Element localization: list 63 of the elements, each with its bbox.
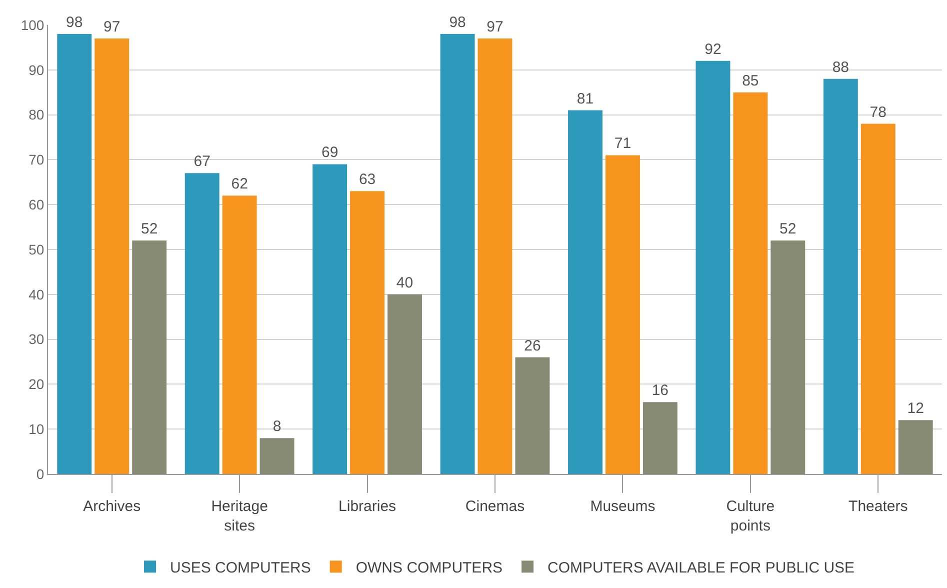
data-label: 97 [486, 18, 504, 36]
data-label: 26 [524, 337, 541, 354]
legend-label: USES COMPUTERS [170, 559, 311, 576]
x-tick-label: Cinemas [465, 498, 525, 515]
x-tick-label: Theaters [848, 498, 908, 515]
data-label: 69 [321, 144, 338, 162]
y-tick-label: 10 [28, 421, 44, 437]
data-label: 12 [907, 400, 924, 418]
x-tick-label: Archives [83, 498, 141, 515]
bar [770, 240, 806, 474]
y-tick-label: 80 [28, 106, 44, 123]
bar [350, 191, 385, 474]
y-tick-label: 20 [28, 376, 44, 392]
bar [132, 240, 167, 474]
y-tick-label: 100 [20, 16, 44, 33]
bar [733, 92, 768, 474]
legend-label: COMPUTERS AVAILABLE FOR PUBLIC USE [548, 559, 855, 576]
bar [515, 357, 550, 474]
data-label: 63 [358, 171, 376, 188]
data-label: 88 [832, 58, 850, 76]
bar [696, 60, 730, 474]
bar [260, 438, 294, 474]
bar [388, 294, 422, 474]
data-label: 98 [449, 14, 466, 31]
bar [898, 420, 933, 474]
bar [605, 155, 640, 474]
data-label: 98 [66, 14, 83, 31]
y-tick-label: 40 [28, 286, 44, 302]
data-label: 92 [704, 40, 722, 58]
data-label: 81 [576, 90, 594, 108]
legend-label: OWNS COMPUTERS [356, 559, 503, 576]
data-label: 67 [194, 153, 210, 170]
bar [184, 173, 220, 474]
y-tick-label: 30 [28, 331, 44, 348]
bar [57, 34, 92, 474]
data-label: 8 [272, 418, 282, 436]
bar [312, 164, 348, 474]
data-label: 52 [140, 220, 158, 238]
data-label: 62 [231, 176, 248, 193]
bar [478, 38, 512, 474]
data-label: 71 [614, 135, 632, 152]
bar [823, 78, 858, 474]
data-label: 40 [396, 274, 414, 292]
y-tick-label: 90 [28, 62, 44, 78]
data-label: 78 [870, 104, 886, 121]
bar [222, 196, 257, 474]
data-label: 16 [652, 382, 669, 400]
x-tick-label: Libraries [338, 498, 396, 515]
y-tick-label: 70 [28, 152, 44, 168]
y-tick-label: 60 [28, 196, 44, 212]
bar [860, 124, 896, 474]
x-tick-label: Culture points [726, 498, 775, 534]
x-tick-label: Heritage sites [211, 498, 268, 534]
y-tick-label: 50 [28, 241, 44, 258]
data-label: 52 [780, 220, 796, 238]
data-label: 85 [742, 72, 759, 90]
bar [94, 38, 130, 474]
data-label: 97 [104, 18, 120, 36]
bar [440, 34, 475, 474]
y-tick-label: 0 [36, 466, 44, 482]
bar [568, 110, 602, 474]
bar [642, 402, 678, 474]
x-tick-label: Museums [590, 498, 656, 515]
